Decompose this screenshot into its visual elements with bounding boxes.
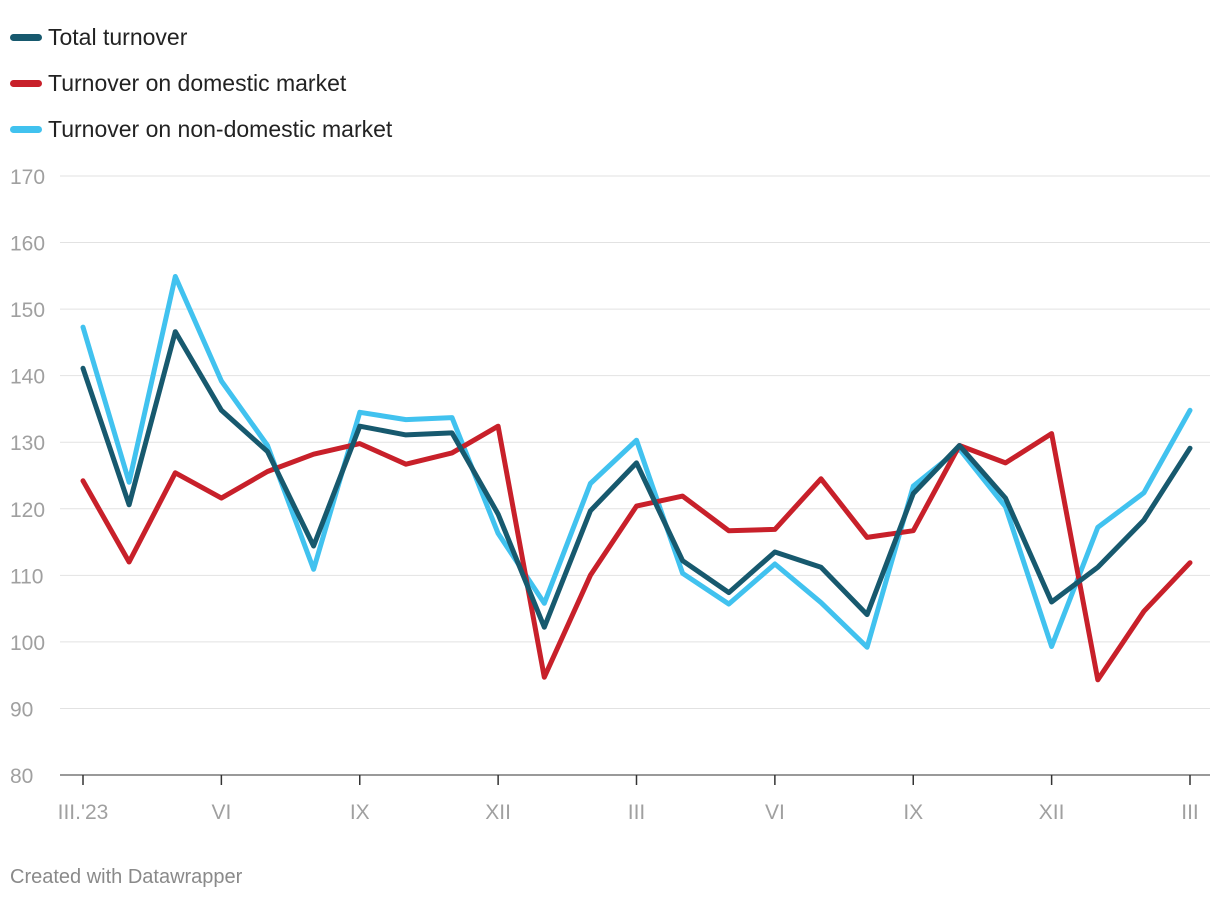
x-tick-label-2: IX [350,801,370,824]
legend-label-total: Total turnover [48,23,188,50]
x-tick-label-6: IX [903,801,923,824]
x-tick-label-7: XII [1039,801,1065,824]
series-line-turnover-on-non-domestic-market [80,274,1193,650]
x-tick-label-1: VI [211,801,231,824]
legend-swatch-domestic [10,79,42,87]
y-tick-label-160: 160 [10,233,45,256]
footer-credit: Created with Datawrapper [10,866,243,888]
legend-label-non-domestic: Turnover on non-domestic market [48,115,393,142]
y-tick-label-110: 110 [10,565,43,588]
legend-item-domestic: Turnover on domestic market [10,60,392,106]
y-tick-label-130: 130 [10,432,45,455]
axis-layer: 80 90 100 110 120 130 140 150 160 170 III.'23 VI IX X… [10,166,1199,824]
y-tick-label-150: 150 [10,299,45,322]
y-tick-label-140: 140 [10,366,45,389]
y-tick-label-170: 170 [10,166,45,189]
x-tick-label-3: XII [485,801,511,824]
legend-label-domestic: Turnover on domestic market [48,69,347,96]
legend-item-non-domestic: Turnover on non-domestic market [10,106,392,152]
y-tick-label-90: 90 [10,698,33,721]
series-line-total-turnover [80,329,1193,630]
y-tick-label-120: 120 [10,499,45,522]
y-tick-label-100: 100 [10,632,45,655]
x-tick-label-0: III.'23 [58,801,109,824]
series-layer [80,274,1193,683]
series-line-turnover-on-domestic-market [80,423,1193,683]
grid-layer [60,175,1210,776]
legend-item-total-turnover: Total turnover [10,14,392,60]
chart-legend: Total turnover Turnover on domestic mark… [10,14,392,152]
x-tick-label-5: VI [765,801,785,824]
y-tick-label-80: 80 [10,765,33,788]
x-tick-label-4: III [628,801,646,824]
legend-swatch-total [10,33,42,41]
legend-swatch-non-domestic [10,125,42,133]
x-tick-label-8: III [1181,801,1199,824]
